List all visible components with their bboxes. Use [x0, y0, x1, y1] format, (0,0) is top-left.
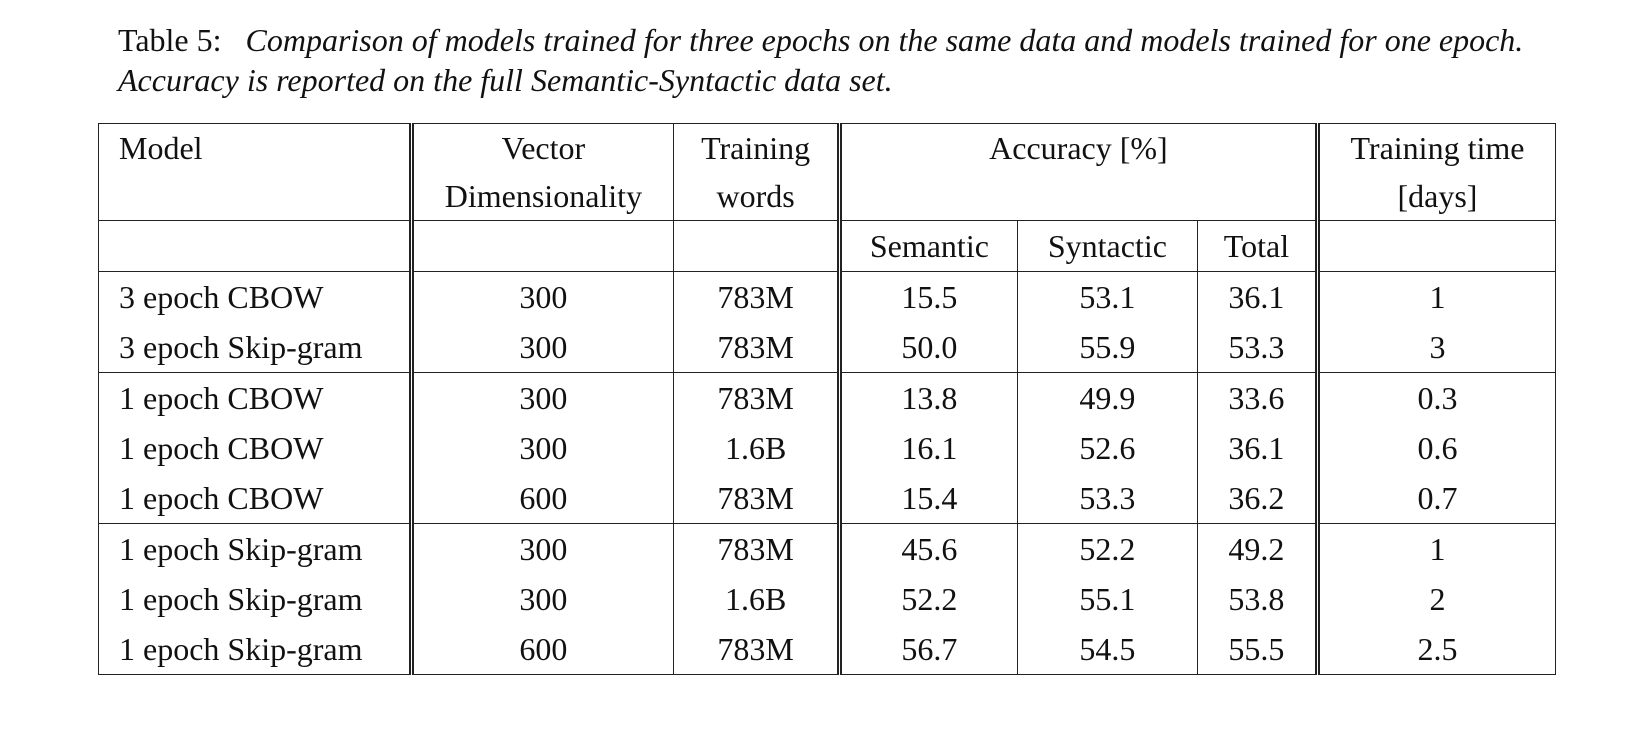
cell-dimensionality: 300 [410, 271, 675, 322]
cell-dimensionality: 300 [410, 372, 675, 423]
cell-total: 36.1 [1196, 271, 1320, 322]
cell-training-time: 0.6 [1316, 423, 1557, 473]
cell-training-time: 2.5 [1316, 624, 1557, 675]
cell-semantic: 50.0 [839, 322, 1018, 373]
header-model: Model [98, 123, 414, 172]
cell-syntactic: 49.9 [1016, 372, 1198, 423]
table-row: 3 epoch CBOW 300 783M 15.5 53.1 36.1 1 [98, 271, 1557, 322]
cell-model: 1 epoch Skip-gram [98, 624, 414, 675]
cell-total: 55.5 [1196, 624, 1320, 675]
cell-total: 49.2 [1196, 523, 1320, 574]
cell-training-words: 783M [673, 372, 842, 423]
cell-dimensionality: 300 [410, 322, 675, 373]
subheader-empty-model [98, 220, 414, 272]
cell-dimensionality: 600 [410, 624, 675, 675]
results-table: Model Vector Training Accuracy [%] Train… [98, 123, 1557, 675]
cell-syntactic: 53.3 [1016, 473, 1198, 524]
caption-label: Table 5: [118, 22, 222, 58]
cell-semantic: 13.8 [839, 372, 1018, 423]
header-syntactic: Syntactic [1016, 220, 1198, 272]
cell-training-words: 1.6B [673, 574, 842, 624]
table-row: 3 epoch Skip-gram 300 783M 50.0 55.9 53.3 3 [98, 322, 1557, 373]
header-vector-line1: Vector [410, 123, 675, 172]
table-row: 1 epoch Skip-gram 600 783M 56.7 54.5 55.5 2.5 [98, 624, 1557, 675]
cell-semantic: 15.4 [839, 473, 1018, 524]
cell-syntactic: 52.6 [1016, 423, 1198, 473]
cell-syntactic: 55.9 [1016, 322, 1198, 373]
cell-semantic: 52.2 [839, 574, 1018, 624]
header-accuracy-cont [839, 172, 1320, 221]
cell-total: 53.3 [1196, 322, 1320, 373]
cell-dimensionality: 600 [410, 473, 675, 524]
cell-training-words: 783M [673, 322, 842, 373]
cell-model: 1 epoch Skip-gram [98, 523, 414, 574]
cell-model: 3 epoch CBOW [98, 271, 414, 322]
cell-model: 1 epoch CBOW [98, 423, 414, 473]
cell-model: 1 epoch CBOW [98, 372, 414, 423]
cell-total: 33.6 [1196, 372, 1320, 423]
cell-model: 1 epoch CBOW [98, 473, 414, 524]
header-time-line1: Training time [1316, 123, 1557, 172]
cell-total: 53.8 [1196, 574, 1320, 624]
cell-semantic: 15.5 [839, 271, 1018, 322]
subheader-empty-words [673, 220, 842, 272]
cell-training-words: 783M [673, 473, 842, 524]
cell-semantic: 45.6 [839, 523, 1018, 574]
cell-semantic: 16.1 [839, 423, 1018, 473]
cell-training-words: 783M [673, 624, 842, 675]
header-words-line2: words [673, 172, 842, 221]
cell-training-time: 3 [1316, 322, 1557, 373]
cell-training-time: 1 [1316, 523, 1557, 574]
table-caption: Table 5: Comparison of models trained fo… [118, 20, 1538, 100]
header-time-line2: [days] [1316, 172, 1557, 221]
table-row: 1 epoch CBOW 300 1.6B 16.1 52.6 36.1 0.6 [98, 423, 1557, 473]
cell-syntactic: 54.5 [1016, 624, 1198, 675]
cell-training-words: 783M [673, 523, 842, 574]
cell-model: 1 epoch Skip-gram [98, 574, 414, 624]
caption-text: Comparison of models trained for three e… [118, 22, 1524, 98]
cell-syntactic: 53.1 [1016, 271, 1198, 322]
header-total: Total [1196, 220, 1320, 272]
cell-total: 36.2 [1196, 473, 1320, 524]
cell-dimensionality: 300 [410, 574, 675, 624]
subheader-empty-dim [410, 220, 675, 272]
cell-model: 3 epoch Skip-gram [98, 322, 414, 373]
header-words-line1: Training [673, 123, 842, 172]
cell-training-time: 1 [1316, 271, 1557, 322]
header-row-2: Dimensionality words [days] [98, 172, 1557, 221]
table-row: 1 epoch CBOW 600 783M 15.4 53.3 36.2 0.7 [98, 473, 1557, 524]
cell-training-time: 2 [1316, 574, 1557, 624]
header-model-cont [98, 172, 414, 221]
cell-training-time: 0.7 [1316, 473, 1557, 524]
cell-syntactic: 55.1 [1016, 574, 1198, 624]
cell-training-time: 0.3 [1316, 372, 1557, 423]
cell-training-words: 1.6B [673, 423, 842, 473]
table-row: 1 epoch CBOW 300 783M 13.8 49.9 33.6 0.3 [98, 372, 1557, 423]
cell-dimensionality: 300 [410, 523, 675, 574]
cell-syntactic: 52.2 [1016, 523, 1198, 574]
cell-dimensionality: 300 [410, 423, 675, 473]
header-semantic: Semantic [839, 220, 1018, 272]
header-accuracy: Accuracy [%] [839, 123, 1320, 172]
header-row-1: Model Vector Training Accuracy [%] Train… [98, 123, 1557, 172]
header-row-3: Semantic Syntactic Total [98, 220, 1557, 272]
table-body: Model Vector Training Accuracy [%] Train… [98, 123, 1557, 675]
cell-total: 36.1 [1196, 423, 1320, 473]
header-vector-line2: Dimensionality [410, 172, 675, 221]
subheader-empty-time [1316, 220, 1557, 272]
cell-semantic: 56.7 [839, 624, 1018, 675]
table-row: 1 epoch Skip-gram 300 783M 45.6 52.2 49.2 1 [98, 523, 1557, 574]
cell-training-words: 783M [673, 271, 842, 322]
table-row: 1 epoch Skip-gram 300 1.6B 52.2 55.1 53.8 2 [98, 574, 1557, 624]
